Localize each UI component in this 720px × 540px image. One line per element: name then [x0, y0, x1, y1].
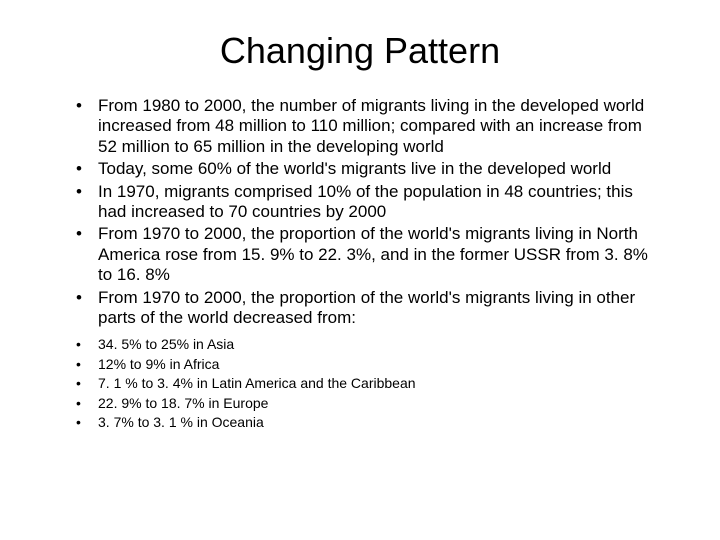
sub-bullet: 3. 7% to 3. 1 % in Oceania — [70, 414, 660, 432]
main-bullet: From 1980 to 2000, the number of migrant… — [70, 96, 660, 157]
sub-bullet: 12% to 9% in Africa — [70, 356, 660, 374]
main-bullet: From 1970 to 2000, the proportion of the… — [70, 288, 660, 329]
sub-bullet-list: 34. 5% to 25% in Asia 12% to 9% in Afric… — [70, 336, 660, 432]
sub-bullet: 7. 1 % to 3. 4% in Latin America and the… — [70, 375, 660, 393]
slide-title: Changing Pattern — [40, 30, 680, 72]
slide: Changing Pattern From 1980 to 2000, the … — [0, 0, 720, 540]
main-bullet-list: From 1980 to 2000, the number of migrant… — [70, 96, 660, 328]
sub-bullet: 22. 9% to 18. 7% in Europe — [70, 395, 660, 413]
main-bullet: In 1970, migrants comprised 10% of the p… — [70, 182, 660, 223]
main-bullet: From 1970 to 2000, the proportion of the… — [70, 224, 660, 285]
main-bullet: Today, some 60% of the world's migrants … — [70, 159, 660, 179]
sub-bullet: 34. 5% to 25% in Asia — [70, 336, 660, 354]
